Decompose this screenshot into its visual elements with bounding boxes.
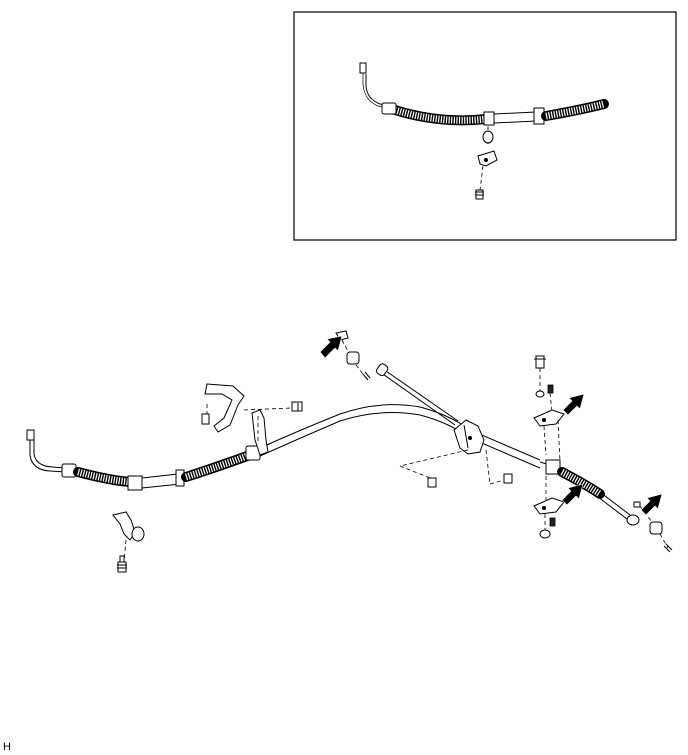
filled-arrow-icon bbox=[562, 393, 585, 416]
figure-corner-code: H bbox=[3, 741, 11, 753]
filled-arrow-icon bbox=[640, 493, 663, 516]
detail-inset bbox=[293, 11, 677, 241]
main-assembly bbox=[26, 330, 673, 573]
filled-arrow-icon bbox=[561, 483, 584, 506]
filled-arrow-icon bbox=[319, 335, 343, 359]
